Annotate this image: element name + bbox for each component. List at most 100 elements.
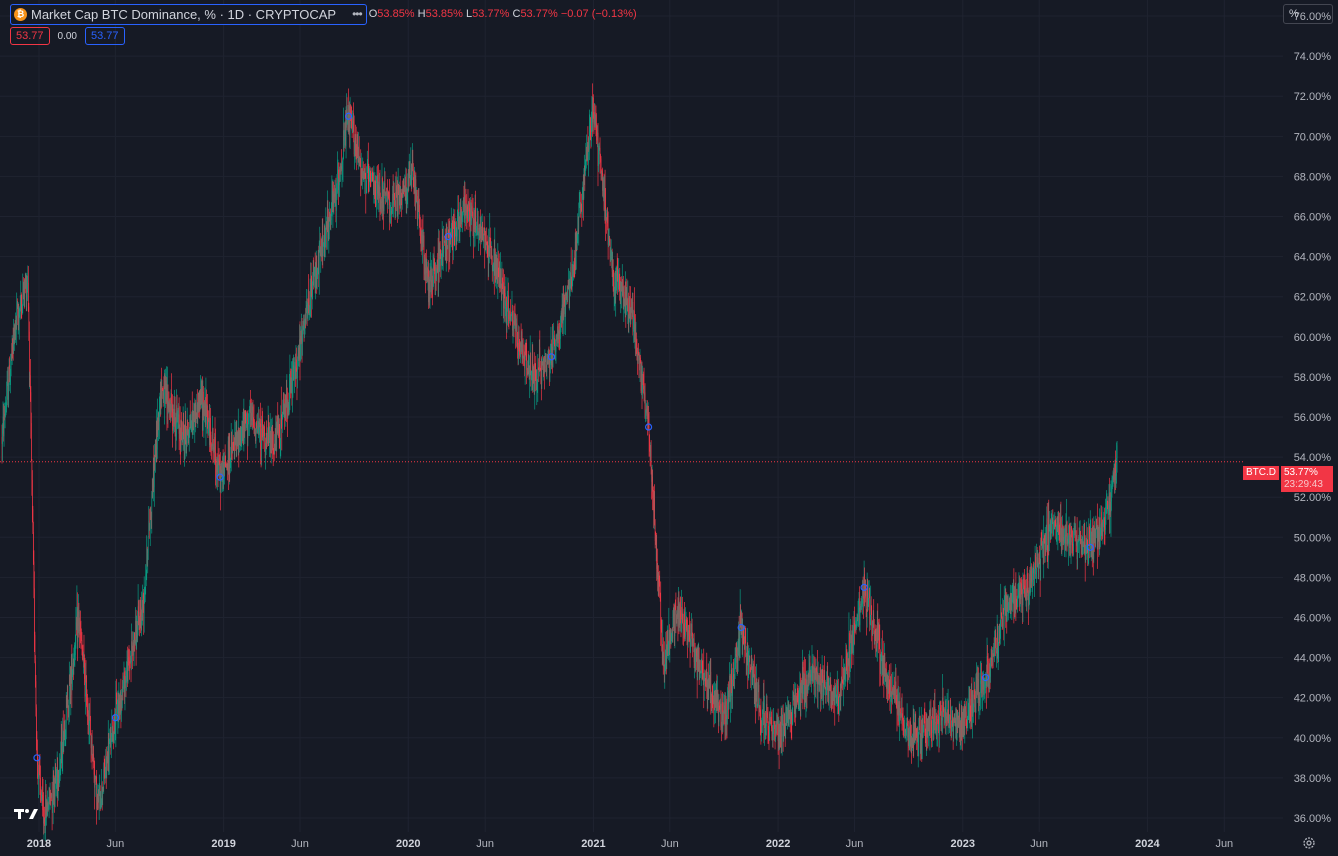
candle-body [446,235,448,247]
candle-body [17,315,19,317]
candle-body [517,342,518,350]
candle-body [888,685,889,694]
candle-body [43,806,44,824]
y-tick-label: 70.00% [1294,131,1332,143]
candle-body [285,395,287,420]
candle-body [902,716,904,726]
candle-body [881,659,882,663]
candle-body [929,722,930,735]
gear-icon[interactable] [1302,836,1316,850]
candle-body [151,492,153,518]
candle-body [1074,526,1075,531]
candle-body [921,720,923,742]
candle-body [592,96,593,123]
more-dots-icon[interactable]: ••• [352,7,363,21]
candle-body [273,450,275,453]
candle-body [312,280,313,296]
candle-body [147,536,149,554]
candle-body [972,694,973,723]
candle-body [1088,526,1090,540]
candle-body [887,674,888,687]
candle-body [51,794,53,809]
candle-body [835,683,837,703]
candle-body [855,625,857,628]
candle-body [472,212,474,220]
candle-body [778,726,780,749]
candle-body [1053,521,1055,529]
candle-body [729,675,731,702]
candle-body [214,436,216,453]
candle-body [115,695,117,725]
candle-body [1014,597,1015,612]
tradingview-logo-icon[interactable] [14,806,40,822]
candle-body [345,122,346,147]
candle-body [422,234,424,244]
candle-body [622,285,624,309]
candle-body [947,709,949,724]
candle-body [843,675,844,688]
candle-body [157,418,159,436]
candle-body [396,183,398,195]
candle-body [261,419,262,451]
candle-body [224,455,226,462]
high-value: 53.85% [425,8,463,20]
candle-body [642,374,644,376]
candle-body [985,676,987,681]
candle-body [116,703,118,719]
candle-body [1073,531,1074,551]
value-pill-right[interactable]: 53.77 [85,27,125,45]
candle-body [869,622,871,625]
candle-body [1033,568,1034,581]
candle-body [291,377,293,399]
candle-body [220,465,221,493]
x-tick-label: Jun [1030,838,1048,850]
candle-body [574,241,576,264]
candle-body [1050,523,1052,538]
candle-body [743,639,744,643]
candle-body [575,241,577,258]
candle-body [710,671,711,688]
x-tick-label: 2022 [766,838,790,850]
candle-body [784,735,786,737]
candle-body [852,630,853,638]
candle-body [432,286,433,288]
value-pill-left[interactable]: 53.77 [10,27,50,45]
candle-body [515,325,516,331]
candle-body [950,728,952,731]
candle-body [321,251,323,256]
candle-body [980,676,982,681]
candle-body [1066,521,1067,525]
candle-body [2,416,4,427]
candle-body [884,657,885,677]
candle-body [692,638,693,646]
candle-body [414,178,416,206]
candle-body [67,711,69,712]
candle-body [386,187,388,196]
candle-body [1058,516,1059,535]
candle-body [256,425,258,433]
candle-body [470,202,471,233]
candle-body [247,424,249,439]
candle-body [946,713,948,719]
candle-body [9,365,10,382]
candle-body [106,756,108,761]
candle-body [416,192,417,200]
candle-body [154,460,156,463]
candle-body [97,794,98,801]
candle-body [983,678,985,691]
candle-body [119,694,121,711]
candle-body [585,164,586,176]
candle-body [100,799,102,804]
scale-mode-toggle[interactable]: % [1283,4,1333,24]
candle-body [550,358,551,365]
candle-body [266,432,267,435]
candle-body [355,138,357,147]
candle-body [933,724,935,734]
symbol-box[interactable]: ₿ Market Cap BTC Dominance, % · 1D · CRY… [10,3,367,25]
candle-body [375,180,376,197]
candle-body [781,727,782,753]
candle-body [626,296,627,314]
candle-body [141,607,142,627]
candle-body [212,428,213,447]
